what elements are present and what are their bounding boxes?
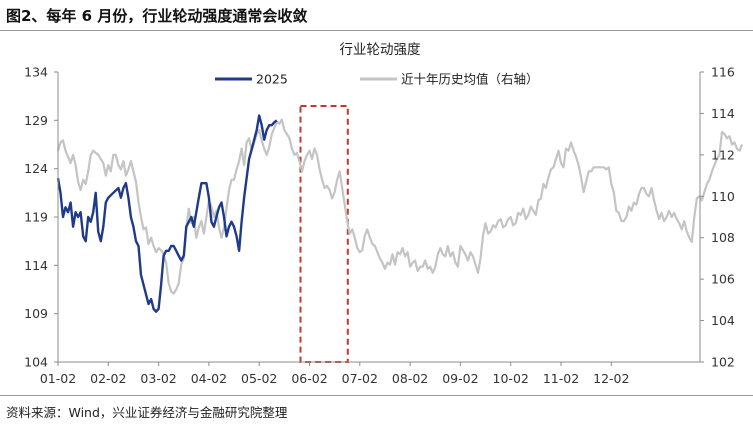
line-chart: 104 109 114 119 124 129 134 102 104 106 108 110 112 1… bbox=[24, 42, 744, 387]
y-left-tick-label: 109 bbox=[24, 306, 48, 321]
y-left-tick-label: 124 bbox=[24, 161, 48, 176]
x-tick-label: 05-02 bbox=[241, 371, 277, 386]
legend: 2025 近十年历史均值（右轴） bbox=[215, 72, 539, 87]
y-right-tick-label: 106 bbox=[711, 272, 735, 287]
x-tick-label: 11-02 bbox=[543, 371, 579, 386]
y-left-tick-label: 114 bbox=[24, 258, 48, 273]
x-tick-label: 10-02 bbox=[493, 371, 529, 386]
x-tick-label: 06-02 bbox=[291, 371, 327, 386]
top-rule bbox=[0, 30, 753, 31]
y-left-tick-label: 104 bbox=[24, 355, 48, 370]
legend-label-2025: 2025 bbox=[256, 72, 288, 87]
series-layer bbox=[56, 114, 744, 313]
bottom-rule bbox=[0, 395, 753, 396]
x-tick-label: 07-02 bbox=[342, 371, 378, 386]
x-tick-label: 09-02 bbox=[442, 371, 478, 386]
y-right-tick-label: 108 bbox=[711, 230, 735, 245]
y-right-tick-label: 102 bbox=[711, 355, 735, 370]
y-right-tick-label: 104 bbox=[711, 313, 735, 328]
y-left-tick-label: 119 bbox=[24, 210, 48, 225]
series-line-avg bbox=[56, 118, 744, 295]
x-tick-label: 08-02 bbox=[392, 371, 428, 386]
y-right-tick-label: 116 bbox=[711, 65, 735, 80]
chart-title: 行业轮动强度 bbox=[340, 42, 421, 58]
series-line-2025 bbox=[56, 114, 278, 313]
axes: 104 109 114 119 124 129 134 102 104 106 108 110 112 1… bbox=[24, 65, 735, 387]
dashed-highlight-rect bbox=[299, 105, 349, 363]
y-right-tick-label: 110 bbox=[711, 189, 735, 204]
x-tick-label: 03-02 bbox=[140, 371, 176, 386]
y-left-tick-label: 134 bbox=[24, 65, 48, 80]
figure-title: 图2、每年 6 月份，行业轮动强度通常会收敛 bbox=[6, 7, 308, 25]
source-note: 资料来源：Wind，兴业证券经济与金融研究院整理 bbox=[6, 405, 288, 420]
y-right-tick-label: 112 bbox=[711, 147, 735, 162]
x-tick-label: 04-02 bbox=[191, 371, 227, 386]
y-left-tick-label: 129 bbox=[24, 113, 48, 128]
x-tick-label: 12-02 bbox=[593, 371, 629, 386]
x-tick-label: 02-02 bbox=[90, 371, 126, 386]
legend-label-avg: 近十年历史均值（右轴） bbox=[401, 72, 539, 87]
y-right-tick-label: 114 bbox=[711, 106, 735, 121]
highlight-box bbox=[299, 105, 349, 363]
x-tick-label: 01-02 bbox=[40, 371, 76, 386]
